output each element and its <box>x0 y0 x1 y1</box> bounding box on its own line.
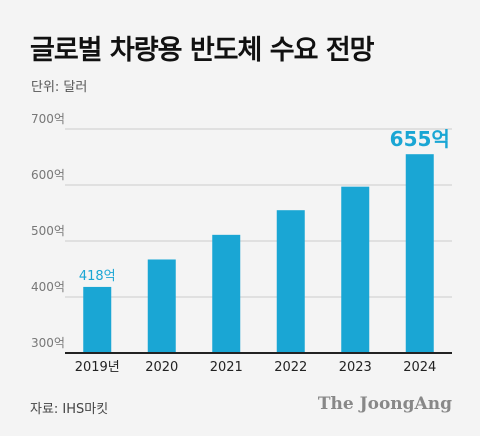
source-note: 자료: IHS마킷 <box>30 402 109 417</box>
y-tick-label: 700억 <box>31 112 65 126</box>
data-label: 655억 <box>390 127 450 151</box>
y-tick-labels: 300억 400억 500억 600억 700억 <box>31 112 65 350</box>
y-tick-label: 600억 <box>31 168 65 182</box>
unit-label: 단위: 달러 <box>31 80 88 95</box>
x-tick-labels: 2019년 2020 2021 2022 2023 2024 <box>75 360 437 375</box>
x-tick-label: 2023 <box>339 360 372 375</box>
bar <box>212 234 241 353</box>
bars <box>83 154 434 353</box>
x-tick-label: 2020 <box>145 360 178 375</box>
y-tick-label: 300억 <box>31 336 65 350</box>
y-tick-label: 400억 <box>31 280 65 294</box>
data-labels: 418억 655억 <box>79 127 450 284</box>
bar <box>83 286 112 353</box>
y-tick-label: 500억 <box>31 224 65 238</box>
x-tick-label: 2021 <box>210 360 243 375</box>
bar <box>276 210 305 353</box>
x-tick-label: 2022 <box>274 360 307 375</box>
x-tick-label: 2019년 <box>75 360 120 375</box>
bar <box>341 186 370 353</box>
data-label: 418억 <box>79 269 116 284</box>
grid-lines <box>65 128 452 298</box>
bar <box>405 154 434 353</box>
brand-logo: The JoongAng <box>317 394 452 414</box>
x-tick-label: 2024 <box>403 360 436 375</box>
chart-title: 글로벌 차량용 반도체 수요 전망 <box>30 35 375 66</box>
bar <box>147 259 176 353</box>
